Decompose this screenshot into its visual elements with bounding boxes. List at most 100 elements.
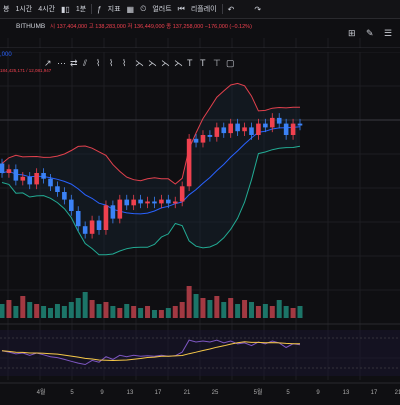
volume-bar [165,308,171,318]
replay-button[interactable]: 리플레이 [190,6,217,13]
toolbar-divider [91,4,93,14]
x-axis-tick-label: 5월 [254,388,263,396]
drawing-tool-icon[interactable]: ⊤ [213,58,221,68]
indicators-button[interactable]: 지표 [107,6,121,13]
toolbar-divider [221,4,223,14]
candle-body [186,138,192,187]
bb-upper-line [1,82,301,185]
drawing-tool-icon[interactable]: ⋋ [174,58,183,68]
drawing-toolbar[interactable]: ↗ ⋯ ⇄ ⫽ ⌇ ⌇ ⌇ ⋋ ⋋ ⋋ ⋋ T T ⊤ ▢ [44,58,235,68]
x-axis-tick-label: 4월 [37,388,46,396]
drawing-tool-icon[interactable]: T [200,58,206,68]
candle-body [20,176,26,181]
layout-grid-icon[interactable]: ▦ [126,4,135,14]
candle-body [117,199,123,219]
replay-icon[interactable]: ⏮ [177,4,185,13]
candle-body [124,199,130,206]
undo-icon[interactable]: ↶ [227,4,235,14]
bb-fill [2,83,300,255]
candle-body [48,178,53,187]
alert-button[interactable]: 얼러트 [152,6,172,13]
candle-body [152,201,157,204]
volume-bar [96,304,102,318]
volume-bar [269,306,275,318]
volume-bar [145,306,151,318]
drawing-tool-icon[interactable]: T [187,58,193,68]
volume-bar [151,310,157,318]
candle-body [103,205,109,230]
legend-values: 184,425,171 / 12,081,947 [0,68,52,73]
interval-1m[interactable]: 1분 [75,6,87,13]
candle-body [159,199,164,204]
x-axis-tick-label: 5 [70,390,74,396]
candlestick-icon[interactable]: ▮▯ [61,4,70,14]
x-axis-tick-label: 25 [212,390,219,396]
chart-area[interactable]: BITHUMB 184,425,171 / 12,081,947 ,000 ↗ ⋯… [0,18,400,400]
candle-body [41,173,46,179]
volume-bar [68,302,74,318]
candle-body [228,123,233,134]
redo-icon[interactable]: ↷ [254,4,262,14]
drawing-tool-icon[interactable]: ▢ [226,58,235,68]
volume-bar [262,304,268,318]
candle-body [207,135,213,137]
volume-bar [193,294,199,318]
drawing-tool-icon[interactable]: ⋋ [148,58,157,68]
right-tool-icon[interactable]: ✎ [366,28,374,38]
volume-bar [276,300,282,318]
candle-body [145,201,150,204]
candle-body [249,127,254,135]
drawing-tool-icon[interactable]: ⌇ [109,58,113,68]
x-axis-tick-label: 21 [395,390,400,396]
drawing-tool-icon[interactable]: ⋋ [161,58,170,68]
right-toolbar[interactable]: ⊞ ✎ ☰ [348,28,392,38]
candle-body [89,220,95,234]
volume-bar [186,286,192,318]
volume-bar [27,302,33,318]
volume-bar [248,302,254,318]
volume-bar [0,304,5,318]
interval-4h[interactable]: 4시간 [38,6,56,13]
indicator-icon[interactable]: ƒ [97,4,102,14]
volume-bar [75,298,81,318]
x-axis-tick-label: 17 [371,390,378,396]
candle-body [214,127,220,137]
candle-body [221,127,227,134]
bollinger-bands [1,82,301,256]
candle-body [131,199,136,206]
candle-body [166,199,171,204]
alert-clock-icon[interactable]: ⏲ [140,4,147,13]
right-tool-icon[interactable]: ☰ [384,28,392,38]
drawing-tool-icon[interactable]: ⋋ [135,58,144,68]
candle-body [172,201,178,204]
x-axis-tick-label: 5 [286,390,290,396]
volume-bar [214,296,220,318]
volume-bar [207,300,213,318]
price-tag: ,000 [0,52,12,58]
right-tool-icon[interactable]: ⊞ [348,28,356,38]
candle-body [96,220,102,230]
candle-body [6,169,12,173]
candle-body [200,135,206,143]
volume-bar [297,306,303,318]
candle-body [193,138,199,143]
drawing-tool-icon[interactable]: ⇄ [70,58,78,68]
drawing-tool-icon[interactable]: ⌇ [122,58,126,68]
volume-bar [117,308,123,318]
interval-1h[interactable]: 1시간 [15,6,33,13]
volume-bar [61,306,67,318]
drawing-tool-icon[interactable]: ⌇ [96,58,100,68]
chart-canvas[interactable]: BITHUMB 184,425,171 / 12,081,947 ,000 ↗ ⋯… [0,18,400,400]
x-axis-tick-label: 21 [184,390,191,396]
candle-body [297,123,303,126]
drawing-tool-icon[interactable]: ⋯ [57,58,66,68]
candle-body [263,123,268,128]
candle-body [75,211,81,227]
rsi-line [1,339,301,366]
drawing-tool-icon[interactable]: ⫽ [82,58,87,68]
candle-body [34,173,39,185]
drawing-tool-icon[interactable]: ↗ [44,58,52,68]
interval-day[interactable]: 봉 [3,6,10,13]
candle-body [290,123,296,135]
volume-bars [0,286,400,325]
